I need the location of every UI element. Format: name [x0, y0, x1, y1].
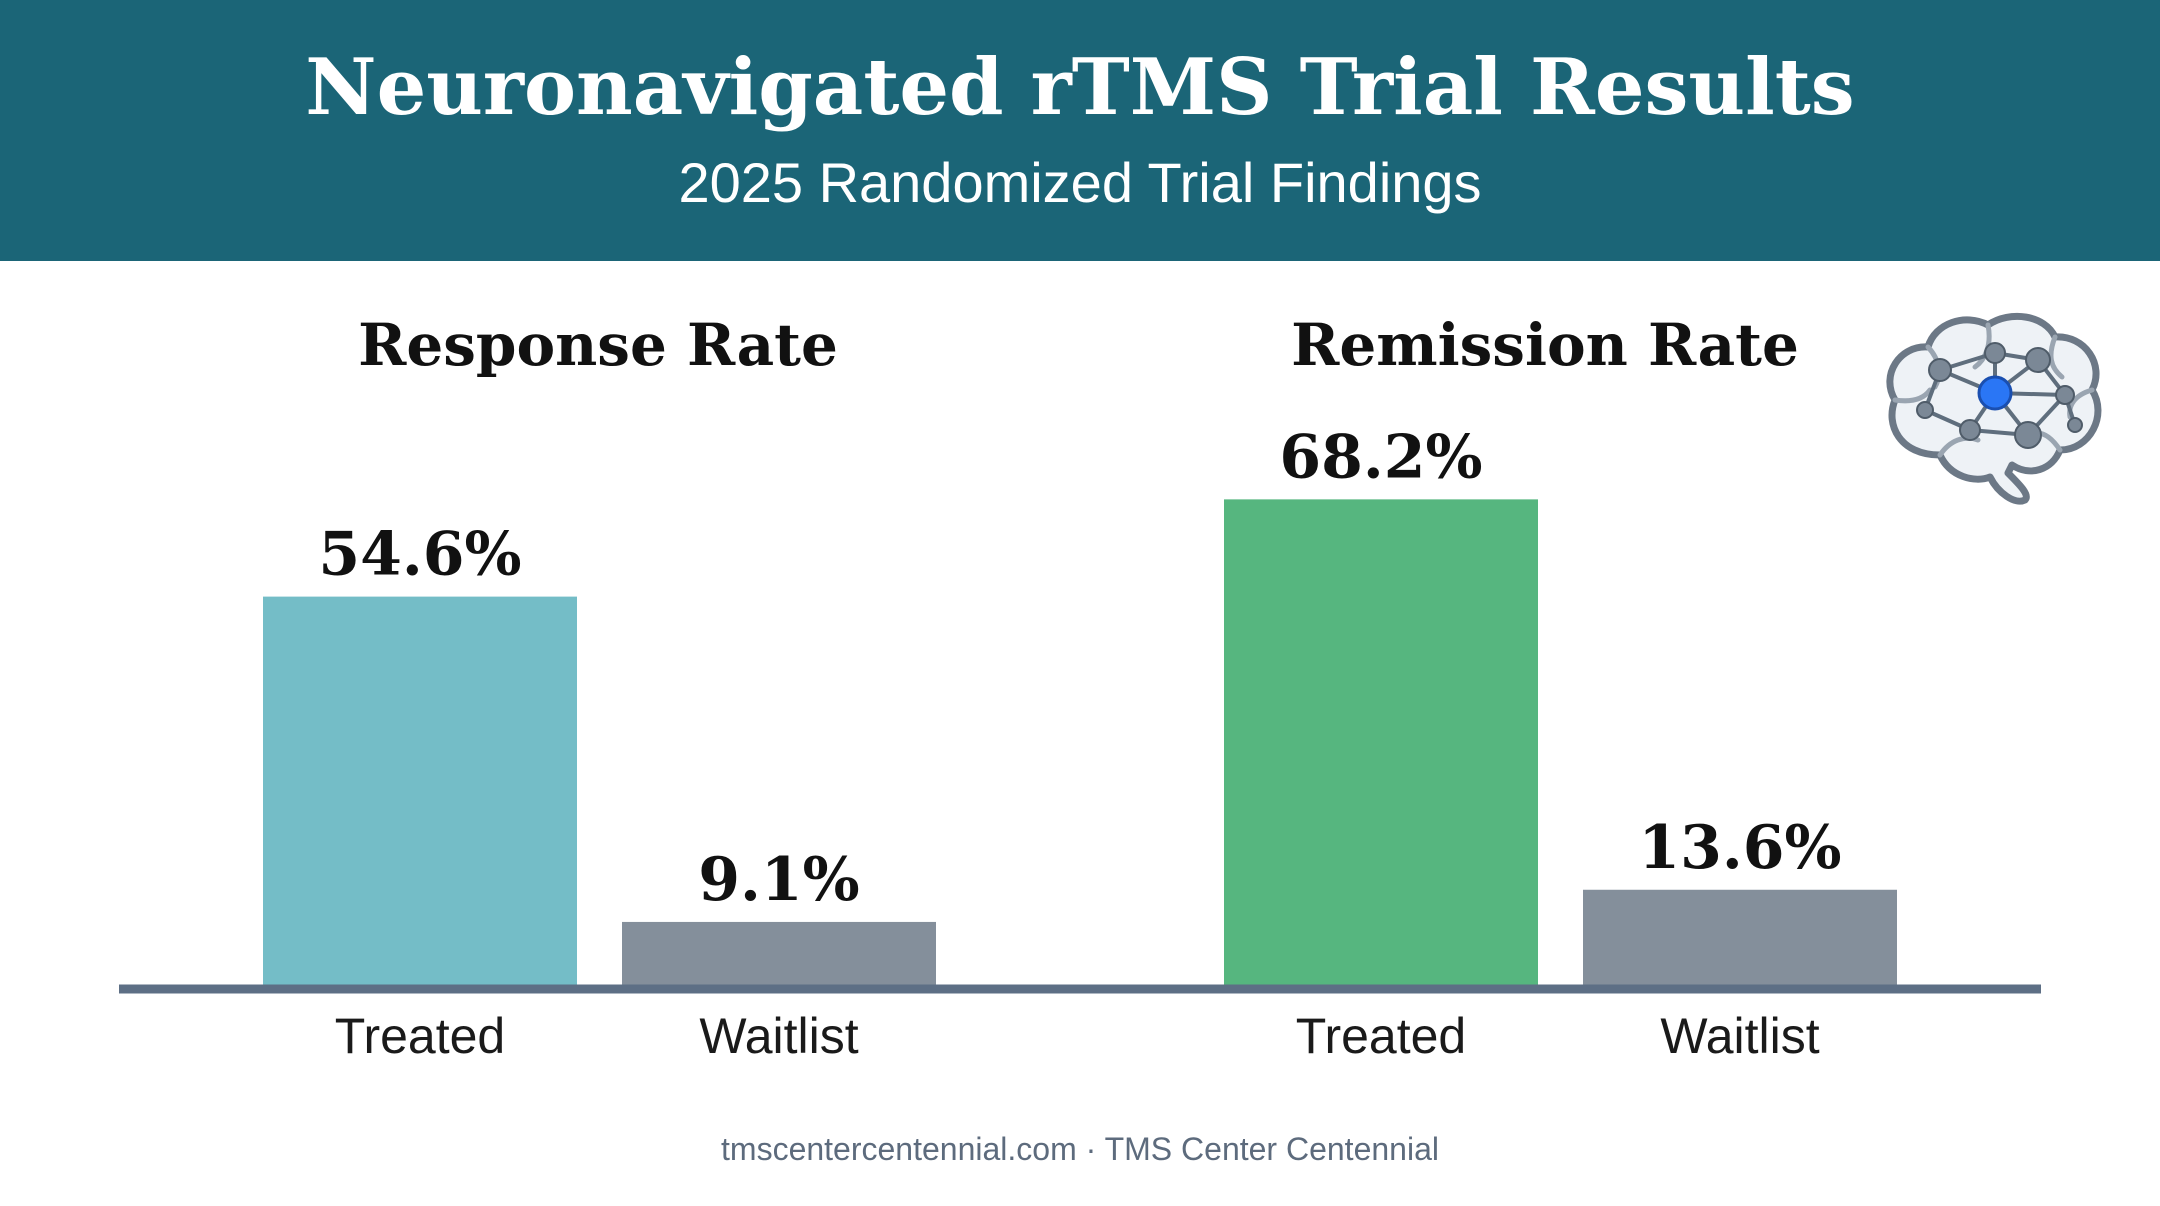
data-label: 54.6%: [318, 520, 521, 590]
data-label: 68.2%: [1279, 422, 1482, 492]
page-title: Neuronavigated rTMS Trial Results: [305, 42, 1855, 133]
page-subtitle: 2025 Randomized Trial Findings: [678, 151, 1482, 214]
bar-waitlist: [622, 921, 936, 987]
chart-panel-1: Response Rate 54.6% Treated 9.1% Waitlist: [263, 311, 936, 1064]
footer-source: tmscentercentennial.com · TMS Center Cen…: [721, 1131, 1439, 1167]
data-label: 9.1%: [698, 845, 859, 915]
bar-treated: [263, 596, 577, 987]
category-label: Treated: [335, 1008, 505, 1064]
data-label: 13.6%: [1638, 813, 1841, 883]
category-label: Waitlist: [1660, 1008, 1819, 1064]
bar-waitlist: [1583, 889, 1897, 987]
category-label: Treated: [1296, 1008, 1466, 1064]
bar-treated: [1224, 499, 1538, 987]
category-label: Waitlist: [699, 1008, 858, 1064]
chart-title: Response Rate: [358, 311, 838, 379]
header-banner: Neuronavigated rTMS Trial Results 2025 R…: [0, 0, 2160, 261]
brain-network-icon: [1886, 312, 2102, 505]
chart-title: Remission Rate: [1291, 311, 1799, 379]
chart-panel-2: Remission Rate 68.2% Treated 13.6% Waitlist: [1224, 311, 1897, 1064]
